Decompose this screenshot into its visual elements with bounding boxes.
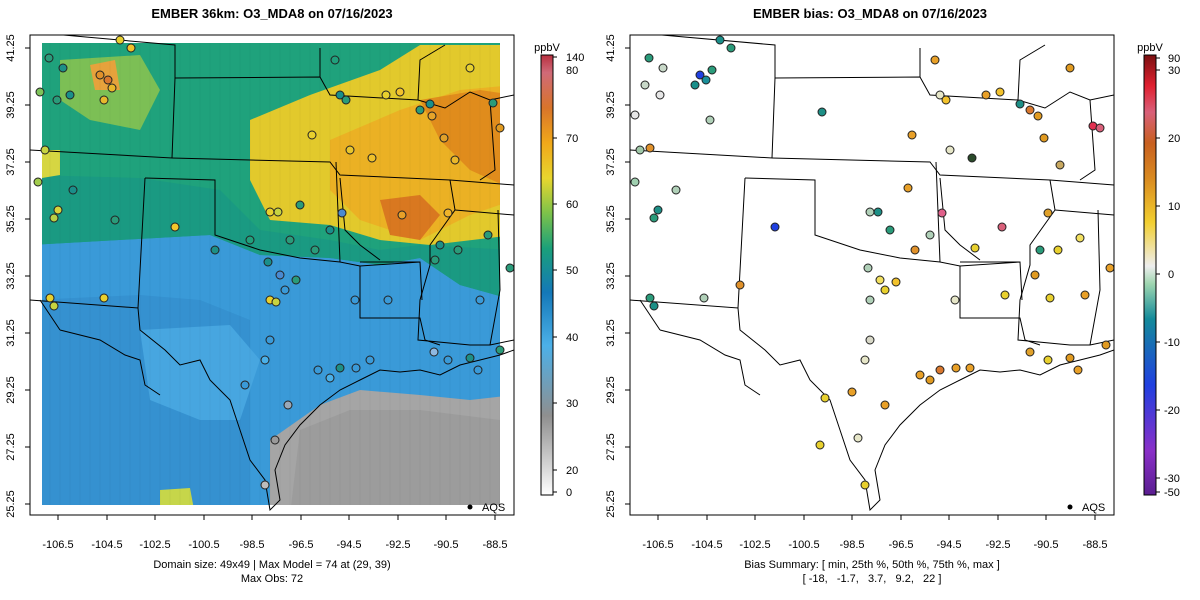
- right-cb-tick-7: -30: [1164, 473, 1180, 485]
- left-footer-line1: Domain size: 49x49 | Max Model = 74 at (…: [153, 559, 390, 571]
- right-x-tick-0: -106.5: [642, 539, 673, 551]
- aqs-marker-icon: [467, 504, 473, 510]
- right-cb-tick-0: 90: [1168, 53, 1180, 65]
- right-cb-tick-4: 0: [1168, 269, 1174, 281]
- right-cb-tick-1: 30: [1168, 65, 1180, 77]
- right-state-borders: [630, 35, 1114, 512]
- left-colorbar: ppbV 140 80 70 60 50 40 30 20 0: [534, 42, 584, 499]
- right-y-tick-7: 27.25: [605, 433, 617, 461]
- right-x-tick-9: -88.5: [1082, 539, 1107, 551]
- right-panel-title: EMBER bias: O3_MDA8 on 07/16/2023: [753, 6, 987, 21]
- left-station-markers: [33, 35, 515, 490]
- left-x-tick-5: -96.5: [288, 539, 313, 551]
- right-aqs-legend: AQS: [1067, 502, 1105, 514]
- right-cb-tick-2: 20: [1168, 133, 1180, 145]
- right-y-tick-0: 41.25: [605, 34, 617, 62]
- left-cb-tick-5: 40: [566, 332, 578, 344]
- right-y-tick-3: 35.25: [605, 205, 617, 233]
- left-cb-tick-3: 60: [566, 199, 578, 211]
- left-plot-frame: [29, 34, 515, 516]
- right-footer-line2: [ -18, -1.7, 3.7, 9.2, 22 ]: [803, 573, 942, 585]
- right-colorbar: ppbV 90 30 20 10 0 -10 -20 -30 -50: [1137, 42, 1180, 499]
- left-cb-tick-0: 140: [566, 52, 584, 64]
- right-x-tick-5: -96.5: [888, 539, 913, 551]
- left-y-tick-5: 31.25: [5, 319, 17, 347]
- left-y-tick-7: 27.25: [5, 433, 17, 461]
- left-y-tick-1: 39.25: [5, 91, 17, 119]
- right-x-tick-3: -100.5: [788, 539, 819, 551]
- right-x-tick-8: -90.5: [1033, 539, 1058, 551]
- left-aqs-legend: AQS: [467, 502, 505, 514]
- right-y-axis: 41.25 39.25 37.25 35.25 33.25 31.25 29.2…: [605, 34, 630, 518]
- left-y-tick-6: 29.25: [5, 376, 17, 404]
- right-footer-line1: Bias Summary: [ min, 25th %, 50th %, 75t…: [744, 559, 1000, 571]
- left-y-tick-8: 25.25: [5, 490, 17, 518]
- left-cb-tick-2: 70: [566, 133, 578, 145]
- right-map-panel: EMBER bias: O3_MDA8 on 07/16/2023: [605, 6, 1180, 585]
- left-y-axis: 41.25 39.25 37.25 35.25 33.25 31.25 29.2…: [5, 34, 30, 518]
- right-y-tick-6: 29.25: [605, 376, 617, 404]
- left-x-tick-0: -106.5: [42, 539, 73, 551]
- right-y-tick-1: 39.25: [605, 91, 617, 119]
- left-state-borders: [30, 35, 514, 512]
- right-x-tick-6: -94.5: [936, 539, 961, 551]
- right-cb-tick-8: -50: [1164, 487, 1180, 499]
- left-aqs-label: AQS: [482, 502, 505, 514]
- right-x-tick-2: -102.5: [739, 539, 770, 551]
- left-panel-title: EMBER 36km: O3_MDA8 on 07/16/2023: [151, 6, 392, 21]
- left-x-tick-8: -90.5: [433, 539, 458, 551]
- right-y-tick-8: 25.25: [605, 490, 617, 518]
- left-x-tick-9: -88.5: [482, 539, 507, 551]
- right-x-tick-1: -104.5: [691, 539, 722, 551]
- right-y-tick-5: 31.25: [605, 319, 617, 347]
- left-y-tick-2: 37.25: [5, 148, 17, 176]
- aqs-marker-icon: [1067, 504, 1073, 510]
- right-cb-tick-6: -20: [1164, 405, 1180, 417]
- right-x-tick-4: -98.5: [839, 539, 864, 551]
- right-x-axis: -106.5 -104.5 -102.5 -100.5 -98.5 -96.5 …: [642, 515, 1108, 551]
- left-cb-tick-6: 30: [566, 398, 578, 410]
- left-x-tick-3: -100.5: [188, 539, 219, 551]
- left-x-tick-6: -94.5: [336, 539, 361, 551]
- left-x-tick-1: -104.5: [91, 539, 122, 551]
- left-cb-tick-4: 50: [566, 265, 578, 277]
- left-x-axis: -106.5 -104.5 -102.5 -100.5 -98.5 -96.5 …: [42, 515, 508, 551]
- right-cb-tick-3: 10: [1168, 201, 1180, 213]
- left-cb-tick-1: 80: [566, 65, 578, 77]
- left-cb-tick-8: 0: [566, 487, 572, 499]
- right-cb-tick-5: -10: [1164, 337, 1180, 349]
- right-station-markers: [630, 35, 1115, 490]
- right-y-tick-2: 37.25: [605, 148, 617, 176]
- left-y-tick-0: 41.25: [5, 34, 17, 62]
- right-y-tick-4: 33.25: [605, 262, 617, 290]
- left-y-tick-3: 35.25: [5, 205, 17, 233]
- left-y-tick-4: 33.25: [5, 262, 17, 290]
- left-footer-line2: Max Obs: 72: [241, 573, 303, 585]
- left-x-tick-2: -102.5: [139, 539, 170, 551]
- right-colorbar-unit: ppbV: [1137, 42, 1163, 54]
- left-colorbar-unit: ppbV: [534, 42, 560, 54]
- left-x-tick-7: -92.5: [385, 539, 410, 551]
- left-map-panel: EMBER 36km: O3_MDA8 on 07/16/2023: [5, 6, 584, 585]
- right-plot-frame: [629, 34, 1115, 516]
- left-x-tick-4: -98.5: [239, 539, 264, 551]
- right-aqs-label: AQS: [1082, 502, 1105, 514]
- right-x-tick-7: -92.5: [985, 539, 1010, 551]
- left-cb-tick-7: 20: [566, 465, 578, 477]
